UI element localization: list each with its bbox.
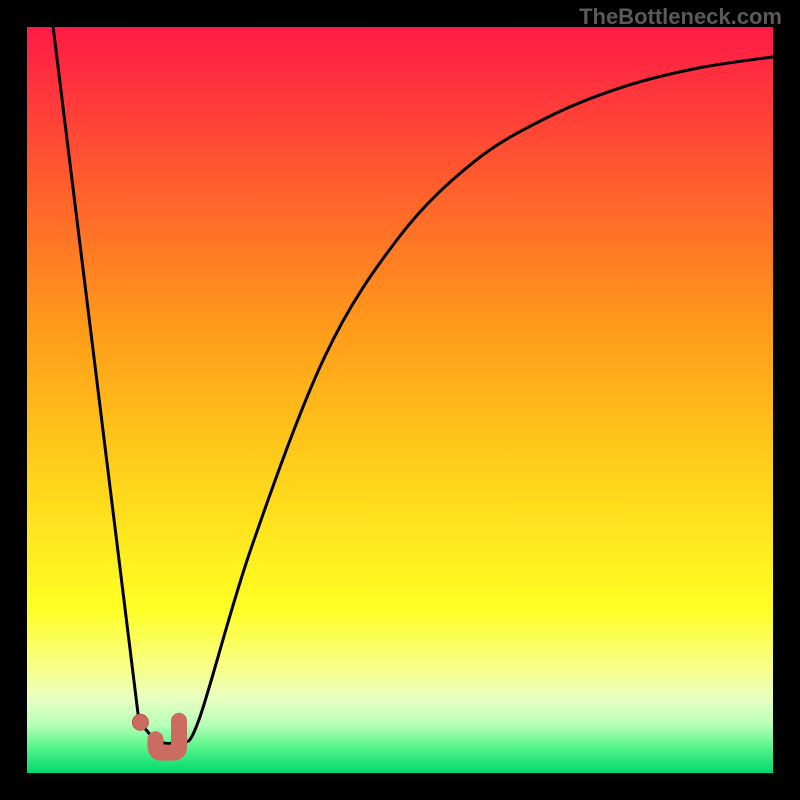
plot-area [27,27,773,773]
chart-frame: TheBottleneck.com [0,0,800,800]
marker-hook [156,721,180,753]
curve-path [53,27,773,743]
watermark-text: TheBottleneck.com [579,4,782,30]
marker-dot [132,714,148,730]
bottleneck-curve [27,27,773,773]
